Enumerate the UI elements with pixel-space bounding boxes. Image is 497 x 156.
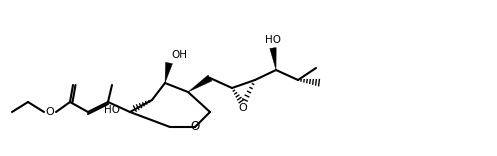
Text: HO: HO: [265, 35, 281, 45]
Text: O: O: [46, 107, 54, 117]
Polygon shape: [188, 75, 212, 92]
Polygon shape: [270, 48, 276, 70]
Text: OH: OH: [171, 50, 187, 60]
Text: O: O: [190, 120, 200, 134]
Polygon shape: [165, 62, 172, 83]
Text: O: O: [239, 103, 248, 113]
Text: HO: HO: [104, 105, 120, 115]
